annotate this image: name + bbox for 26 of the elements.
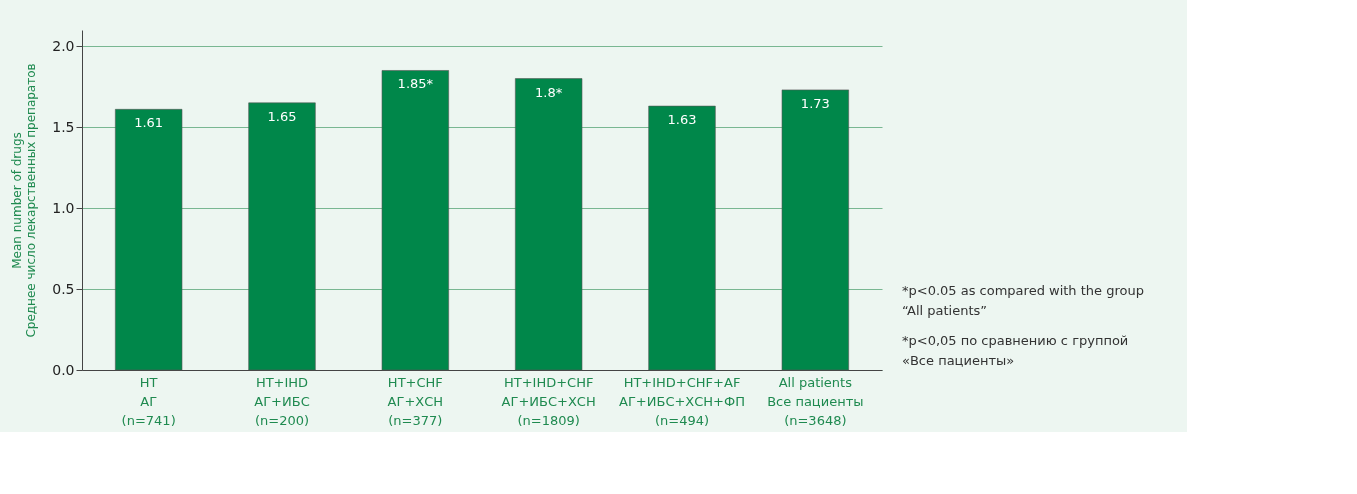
bar xyxy=(248,102,316,371)
text: *p<0.05 as compared with the group “All patients” xyxy=(902,283,1144,318)
y-axis-title: Mean number of drugs Среднее число лекарственных препаратов xyxy=(10,63,39,338)
data-label: 1.73 xyxy=(800,95,830,111)
x-tick-label: HT+IHD АГ+ИБС (n=200) xyxy=(254,374,310,428)
bar xyxy=(781,89,849,371)
x-tick-label: HT+IHD+CHF+AF АГ+ИБС+ХСН+ФП (n=494) xyxy=(619,374,745,428)
data-label: 1.65 xyxy=(267,108,297,124)
data-label: 1.63 xyxy=(667,112,697,128)
x-tick-label: All patients Все пациенты (n=3648) xyxy=(767,374,864,428)
data-label: 1.85* xyxy=(397,76,434,92)
bar xyxy=(115,109,183,371)
bar xyxy=(515,78,583,371)
x-tick-label: HT+CHF АГ+ХСН (n=377) xyxy=(387,374,444,428)
x-tick-label: HT АГ (n=741) xyxy=(121,374,176,428)
y-tick-label: 0.0 xyxy=(52,361,75,378)
bar xyxy=(648,105,716,371)
y-tick-label: 0.5 xyxy=(52,280,75,297)
data-label: 1.8* xyxy=(535,84,563,100)
y-tick-label: 1.5 xyxy=(52,118,75,135)
x-tick-label: HT+IHD+CHF АГ+ИБС+ХСН (n=1809) xyxy=(501,374,596,428)
bar xyxy=(381,70,449,371)
text: *p<0,05 по сравнению с группой «Все пациенты» xyxy=(902,333,1129,368)
y-tick-label: 2.0 xyxy=(52,37,75,54)
y-tick-label: 1.0 xyxy=(52,199,75,216)
data-label: 1.61 xyxy=(134,115,164,131)
